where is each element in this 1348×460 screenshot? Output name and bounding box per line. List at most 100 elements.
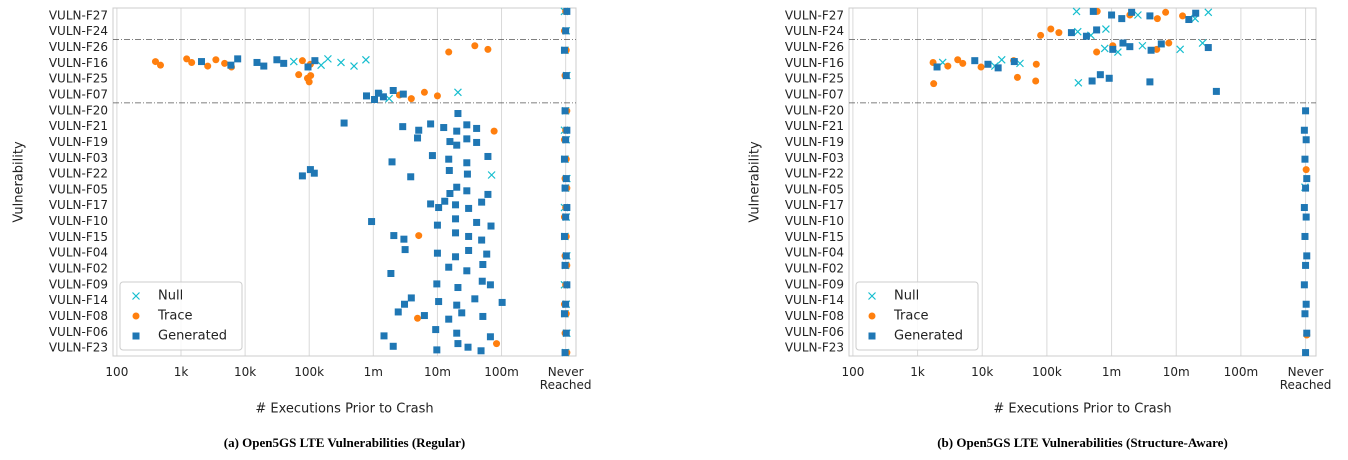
y-tick-label: VULN-F02: [785, 262, 844, 276]
point: [1185, 16, 1193, 24]
point: [399, 90, 407, 98]
point: [453, 301, 461, 309]
y-tick-label: VULN-F26: [785, 40, 844, 54]
legend-marker: [868, 312, 876, 320]
x-axis-title: # Executions Prior to Crash: [255, 402, 433, 417]
point: [414, 134, 422, 142]
y-tick-label: VULN-F16: [785, 56, 844, 70]
point: [1301, 155, 1309, 163]
point: [305, 78, 313, 86]
point: [407, 294, 415, 302]
point: [1047, 25, 1055, 33]
y-tick-label: VULN-F20: [49, 103, 108, 117]
point: [1073, 27, 1082, 36]
point: [490, 127, 498, 135]
point: [479, 261, 487, 268]
point: [453, 329, 461, 337]
point: [562, 27, 570, 35]
point: [478, 277, 486, 285]
y-tick-label: VULN-F27: [49, 8, 108, 22]
x-tick-label: 1m: [363, 365, 383, 379]
point: [446, 190, 454, 198]
point: [427, 200, 435, 208]
point: [389, 87, 397, 94]
point: [486, 281, 494, 289]
point: [433, 280, 441, 288]
y-tick-label: VULN-F15: [785, 230, 844, 244]
point: [1302, 166, 1310, 174]
point: [478, 198, 486, 206]
point: [446, 138, 454, 146]
y-tick-label: VULN-F14: [785, 293, 844, 307]
point: [1303, 252, 1311, 260]
point: [560, 155, 568, 163]
point: [317, 61, 326, 70]
point: [484, 190, 492, 198]
point: [478, 236, 486, 244]
point: [361, 55, 370, 64]
x-tick-label: 10m: [1162, 365, 1190, 379]
point: [204, 62, 212, 70]
point: [454, 340, 462, 348]
point: [1146, 78, 1154, 86]
point: [350, 62, 358, 70]
point: [227, 61, 235, 69]
point: [471, 42, 479, 50]
legend-marker: [132, 332, 140, 340]
plot-frame: [112, 7, 577, 357]
point: [562, 136, 570, 144]
point: [323, 54, 332, 63]
legend-label: Null: [894, 289, 919, 304]
point: [445, 263, 453, 271]
point: [1204, 44, 1212, 52]
point: [484, 152, 492, 160]
point: [453, 183, 461, 191]
point: [944, 62, 952, 70]
x-tick-label: Never Reached: [539, 365, 592, 392]
point: [337, 58, 345, 67]
point: [420, 312, 428, 320]
y-tick-label: VULN-F25: [49, 72, 108, 86]
point: [458, 309, 466, 317]
point: [1153, 15, 1161, 23]
point: [394, 308, 402, 316]
y-tick-label: VULN-F09: [49, 277, 108, 291]
point: [1212, 87, 1220, 95]
x-tick-label: 1m: [1101, 365, 1122, 379]
point: [477, 347, 485, 355]
point: [463, 170, 471, 178]
y-tick-label: VULN-F04: [49, 246, 108, 260]
y-tick-label: VULN-F27: [785, 8, 844, 22]
point: [1165, 39, 1173, 47]
point: [453, 127, 461, 135]
legend-marker: [868, 292, 876, 300]
point: [440, 124, 448, 132]
point: [994, 64, 1002, 72]
point: [561, 184, 569, 192]
point: [221, 59, 229, 67]
point: [1162, 8, 1170, 16]
y-tick-label: VULN-F24: [785, 24, 844, 38]
point: [1303, 329, 1311, 337]
point: [415, 232, 423, 240]
point: [1074, 78, 1083, 87]
x-tick-label: 100: [105, 365, 129, 379]
legend-label: Generated: [158, 329, 227, 344]
point: [188, 58, 196, 66]
point: [253, 58, 261, 66]
point: [561, 349, 569, 357]
y-tick-label: VULN-F09: [785, 277, 844, 291]
point: [280, 59, 288, 67]
point: [1093, 48, 1101, 56]
point: [387, 270, 395, 277]
point: [428, 152, 436, 160]
point: [399, 123, 407, 131]
point: [463, 135, 471, 143]
y-tick-label: VULN-F21: [49, 119, 108, 133]
point: [984, 60, 992, 68]
point: [433, 346, 441, 354]
y-tick-label: VULN-F03: [785, 151, 844, 165]
y-tick-label: VULN-F06: [49, 325, 108, 339]
point: [197, 58, 205, 66]
point: [562, 72, 570, 80]
